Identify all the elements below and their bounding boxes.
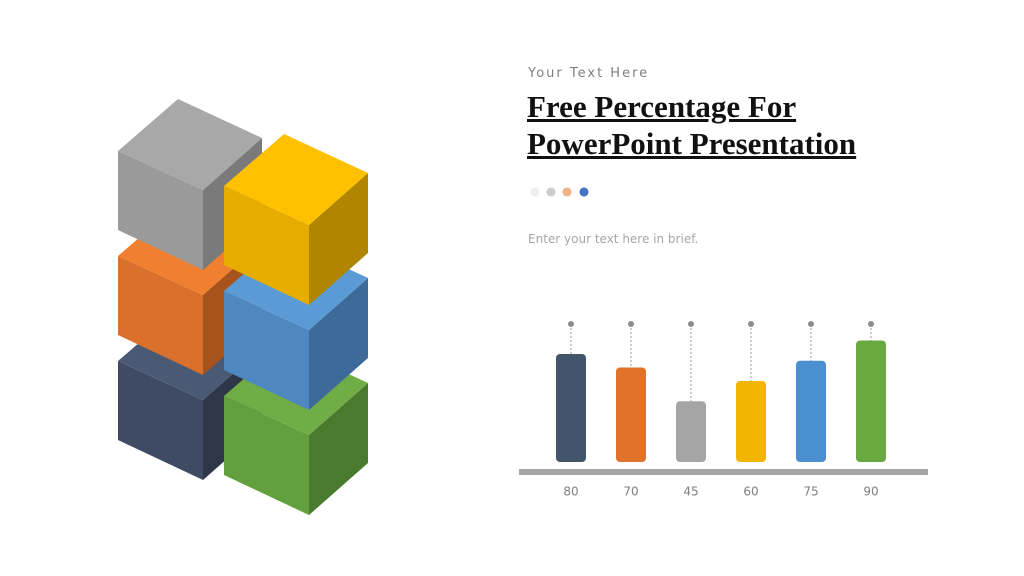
value-label: 70 [623,485,638,499]
baseline [519,469,928,475]
bar [796,360,826,462]
title: Free Percentage For PowerPoint Presentat… [527,89,857,161]
leader-dot [748,321,754,327]
dot [546,187,556,197]
body-text: Enter your text here in brief. [528,232,699,246]
cube [224,134,368,305]
bar [556,354,586,462]
value-label: 80 [563,485,578,499]
bar-chart: 80 70 45 60 75 90 [556,321,886,499]
cube-stack [118,99,368,515]
leader-dot [688,321,694,327]
leader-dot [868,321,874,327]
value-label: 90 [863,485,878,499]
dot [579,187,589,197]
subtitle: Your Text Here [528,66,650,81]
bar [856,340,886,462]
value-label: 60 [743,485,758,499]
leader-dot [568,321,574,327]
bar [616,367,646,462]
dot [530,187,540,197]
bar [736,381,766,462]
leader-dot [808,321,814,327]
value-label: 45 [683,485,698,499]
dot [562,187,572,197]
leader-dot [628,321,634,327]
bar [676,401,706,462]
value-label: 75 [803,485,818,499]
dots [530,187,589,197]
